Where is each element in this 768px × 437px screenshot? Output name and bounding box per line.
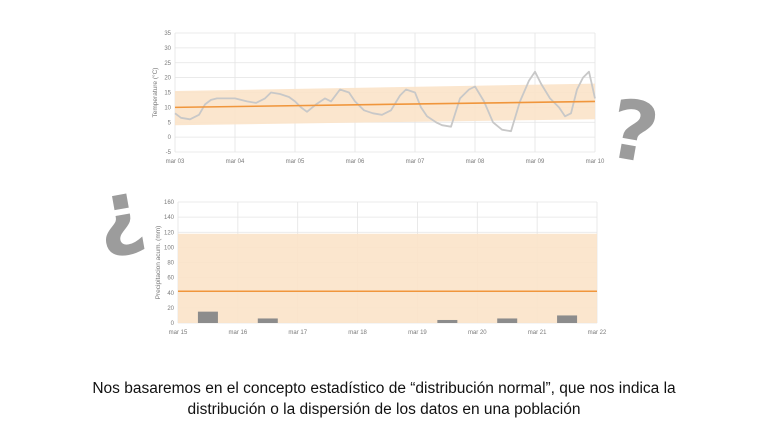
temp-x-tick-label: mar 08 (466, 159, 485, 165)
temp-x-tick-label: mar 06 (346, 159, 365, 165)
temp-y-tick-label: 5 (168, 120, 172, 126)
temp-x-tick-label: mar 05 (286, 159, 305, 165)
precip-x-tick-label: mar 15 (169, 330, 188, 336)
precip-x-tick-label: mar 16 (229, 330, 248, 336)
temp-mean-line (174, 100, 596, 109)
precip-y-tick-label: 0 (171, 321, 175, 327)
caption-line-2: distribución o la dispersión de los dato… (187, 401, 581, 418)
caption-line-1: Nos basaremos en el concepto estadístico… (92, 380, 676, 397)
temp-x-tick-label: mar 07 (406, 159, 425, 165)
closing-question-mark-icon: ? (602, 82, 665, 184)
precip-bar (197, 311, 218, 323)
precip-y-tick-label: 60 (167, 276, 174, 282)
opening-question-mark-icon: ¿ (88, 161, 151, 263)
precip-x-tick-label: mar 18 (348, 330, 367, 336)
precip-x-tick-label: mar 17 (288, 330, 307, 336)
slide-caption: Nos basaremos en el concepto estadístico… (0, 378, 768, 420)
precip-x-tick-label: mar 19 (408, 330, 427, 336)
temp-y-tick-label: 10 (164, 105, 171, 111)
temperature-chart: -5 0 5 10 15 20 25 30 35 mar 03 mar 04 mar 05 mar 06… (151, 31, 605, 165)
precip-y-tick-label: 20 (167, 306, 174, 312)
temp-y-tick-label: 20 (164, 76, 171, 82)
precip-x-tick-label: mar 21 (528, 330, 547, 336)
temp-y-tick-label: 30 (164, 46, 171, 52)
precip-x-tick-label: mar 20 (468, 330, 487, 336)
precip-bar (257, 318, 278, 323)
temp-series-line (174, 70, 596, 133)
temp-x-tick-label: mar 03 (166, 159, 185, 165)
precip-y-tick-label: 40 (167, 291, 174, 297)
temp-x-tick-label: mar 04 (226, 159, 245, 165)
precip-y-tick-label: 100 (164, 245, 175, 251)
precip-y-tick-label: 80 (167, 261, 174, 267)
precip-y-tick-label: 120 (164, 230, 175, 236)
precip-bar (437, 319, 458, 323)
precipitation-chart: 0 20 40 60 80 100 120 140 160 mar 15 mar 16 mar 17 m… (155, 200, 607, 336)
precip-normal-range-band (178, 233, 597, 323)
temp-y-tick-label: 15 (164, 91, 171, 97)
precip-bar (557, 315, 578, 323)
temp-y-tick-label: 25 (164, 61, 171, 67)
temp-y-tick-label: -5 (166, 150, 172, 156)
temp-y-axis-label: Temperature (°C) (151, 68, 159, 118)
temp-y-tick-label: 0 (168, 135, 172, 141)
precip-y-tick-label: 140 (164, 215, 175, 221)
precip-x-tick-label: mar 22 (588, 330, 607, 336)
precip-bar (497, 318, 518, 323)
temp-x-tick-label: mar 09 (526, 159, 545, 165)
temp-x-tick-label: mar 10 (586, 159, 605, 165)
temp-y-tick-label: 35 (164, 31, 171, 37)
precip-y-axis-label: Precipitacion acum. (mm) (155, 226, 162, 300)
precip-y-tick-label: 160 (164, 200, 175, 206)
